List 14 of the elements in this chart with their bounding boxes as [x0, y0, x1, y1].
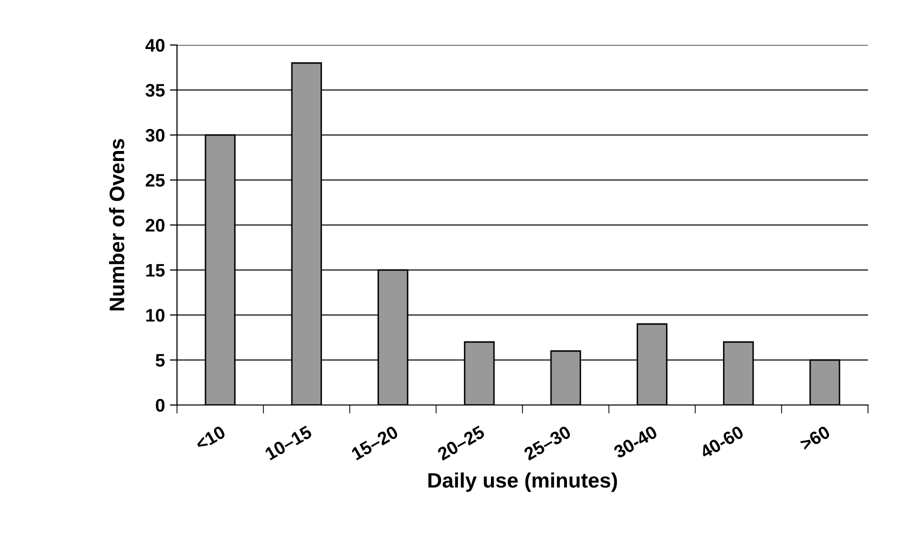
- y-tick-label: 40: [145, 38, 164, 52]
- x-tick-label: 40-60: [698, 425, 744, 459]
- y-tick-label: 20: [146, 218, 164, 232]
- x-axis-title: Daily use (minutes): [428, 472, 617, 492]
- y-tick-label: 5: [156, 354, 165, 367]
- y-tick-label: 0: [156, 398, 164, 412]
- y-tick-label: 15: [146, 264, 165, 277]
- y-tick-label: 35: [146, 84, 165, 97]
- x-tick-label: >60: [799, 425, 831, 451]
- x-tick-label: <10: [194, 425, 226, 451]
- y-tick-label: 25: [146, 174, 165, 187]
- y-axis-title: Number of Ovens: [109, 139, 124, 310]
- y-tick-label: 10: [146, 308, 164, 322]
- y-tick-label: 30: [146, 128, 164, 142]
